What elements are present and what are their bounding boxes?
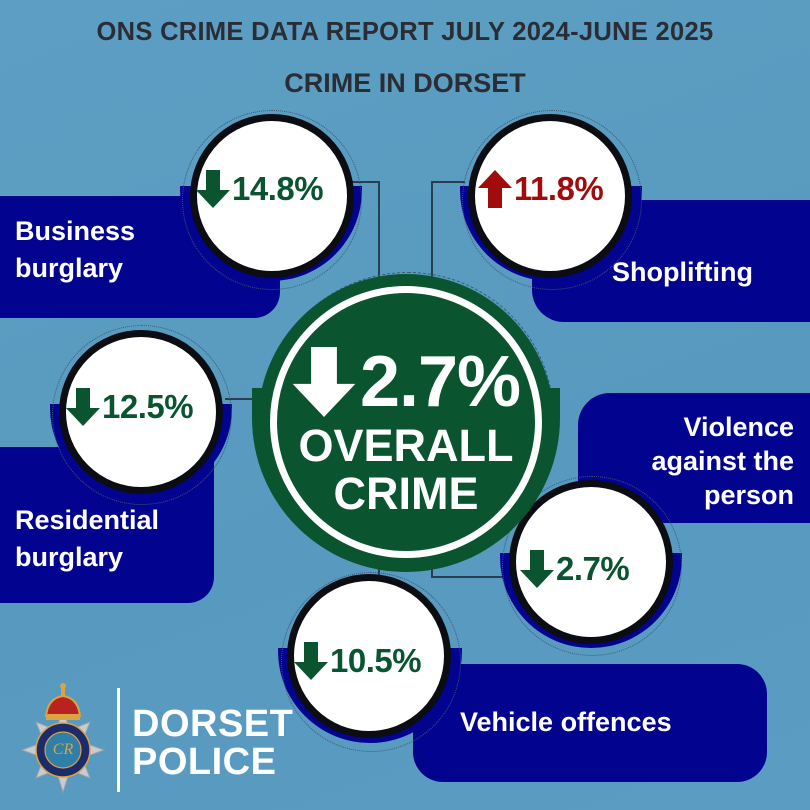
category-label: Vehicle offences [460,707,672,737]
overall-label-line2: CRIME [333,468,479,519]
connector-line [431,181,465,183]
svg-text:CR: CR [53,741,74,758]
connector-line [345,181,379,183]
report-subtitle: CRIME IN DORSET [284,68,526,98]
connector-line [431,181,433,296]
connector-line [378,181,380,296]
stat-percent: 12.5% [102,388,194,425]
dotted-ring [502,476,682,656]
connector-line [431,576,511,578]
brand-wordmark: DORSET POLICE [132,705,293,781]
label-panel [413,664,767,782]
dotted-ring [52,325,232,505]
dotted-ring [462,110,642,290]
report-title: ONS CRIME DATA REPORT JULY 2024-JUNE 202… [96,18,714,46]
stat-percent: 2.7% [556,550,630,587]
stat-percent: 14.8% [232,170,324,207]
dotted-ring [182,110,362,290]
stat-value: 14.8% [196,170,324,208]
stat-percent: 11.8% [514,170,604,207]
overall-value: 2.7% [277,341,535,423]
stat-percent: 10.5% [330,642,422,679]
connector-line [225,398,265,400]
stat-circle [59,330,223,494]
connector-line [378,560,380,582]
police-star-badge-icon: CR [20,683,106,794]
arrow-down-icon [292,347,356,417]
logo-divider [117,688,120,792]
category-label: Business burglary [15,216,136,283]
brand-line-2: POLICE [132,741,277,783]
stat-value: 10.5% [294,642,422,680]
arrow-down-icon [294,642,328,680]
police-badge-logo: CR [18,680,108,805]
arrow-down-icon [520,550,554,588]
arrow-down-icon [66,388,100,426]
stat-value: 2.7% [520,550,630,588]
dotted-ring [281,572,461,752]
category-label: Shoplifting [612,257,753,287]
stat-value: 11.8% [478,170,604,208]
arrow-up-icon [478,170,512,208]
category-label: Violence against the person [651,412,794,510]
arrow-down-icon [196,170,230,208]
overall-percent: 2.7% [359,342,521,422]
brand-line-1: DORSET [132,703,294,745]
overall-label-line1: OVERALL [298,420,514,471]
overall-circle: 2.7% OVERALL CRIME [270,286,542,558]
category-label: Residential burglary [15,505,160,572]
stat-value: 12.5% [66,388,194,426]
